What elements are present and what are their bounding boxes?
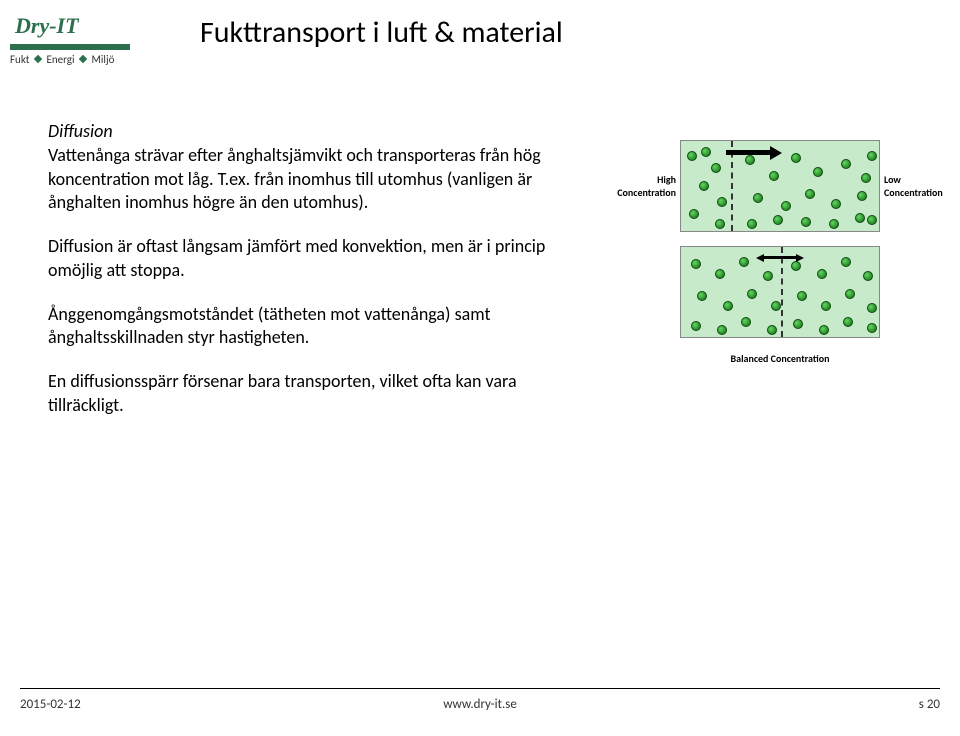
particle-dot — [689, 209, 699, 219]
diamond-icon — [79, 55, 87, 63]
bottom-panel-rect — [680, 246, 880, 338]
particle-dot — [791, 261, 801, 271]
top-panel — [680, 140, 880, 232]
particle-dot — [791, 153, 801, 163]
particle-dot — [771, 301, 781, 311]
particle-dot — [715, 219, 725, 229]
particle-dot — [769, 171, 779, 181]
particle-dot — [843, 317, 853, 327]
logo-sub3: Miljö — [91, 53, 114, 66]
footer-url: www.dry-it.se — [443, 697, 517, 712]
paragraph-3: Ånggenomgångsmotståndet (tätheten mot va… — [48, 303, 548, 351]
particle-dot — [813, 167, 823, 177]
high-concentration-label: High Concentration — [610, 173, 680, 199]
particle-dot — [715, 269, 725, 279]
paragraph-4: En diffusionsspärr försenar bara transpo… — [48, 370, 548, 418]
low-concentration-label: Low Concentration — [880, 173, 950, 199]
particle-dot — [767, 325, 777, 335]
particle-dot — [857, 191, 867, 201]
particle-dot — [801, 217, 811, 227]
logo-sub2: Energi — [46, 53, 74, 66]
diffusion-diagram: High Concentration Low Concentration Bal… — [610, 140, 950, 365]
particle-dot — [861, 173, 871, 183]
particle-dot — [867, 215, 877, 225]
particle-dot — [821, 301, 831, 311]
particle-dot — [739, 257, 749, 267]
particle-dot — [753, 193, 763, 203]
logo-box: Dry-IT — [10, 10, 84, 42]
particle-dot — [867, 323, 877, 333]
arrow-double-icon — [764, 256, 796, 259]
particle-dot — [745, 155, 755, 165]
particle-dot — [741, 317, 751, 327]
particle-dot — [691, 321, 701, 331]
particle-dot — [805, 189, 815, 199]
particle-dot — [797, 291, 807, 301]
particle-dot — [829, 219, 839, 229]
particle-dot — [691, 259, 701, 269]
particle-dot — [863, 271, 873, 281]
particle-dot — [867, 303, 877, 313]
particle-dot — [819, 325, 829, 335]
logo-sub1: Fukt — [10, 53, 29, 66]
logo-tagline: Fukt Energi Miljö — [10, 54, 130, 65]
particle-dot — [841, 257, 851, 267]
particle-dot — [763, 271, 773, 281]
slide: Dry-IT Fukt Energi Miljö Fukttransport i… — [0, 0, 960, 736]
particle-dot — [793, 319, 803, 329]
p1-heading: Diffusion — [48, 120, 113, 142]
particle-dot — [867, 151, 877, 161]
bottom-panel-row — [610, 246, 950, 338]
bottom-panel — [680, 246, 880, 338]
particle-dot — [717, 197, 727, 207]
slide-title: Fukttransport i luft & material — [200, 14, 563, 51]
particle-dot — [747, 219, 757, 229]
logo: Dry-IT Fukt Energi Miljö — [10, 10, 130, 65]
particle-dot — [841, 159, 851, 169]
arrow-right-icon — [726, 150, 772, 155]
particle-dot — [817, 269, 827, 279]
p1-text: Vattenånga strävar efter ånghaltsjämvikt… — [48, 144, 541, 214]
particle-dot — [697, 291, 707, 301]
footer: 2015-02-12 www.dry-it.se s 20 — [20, 688, 940, 712]
bottom-divider — [781, 247, 783, 337]
particle-dot — [687, 151, 697, 161]
particle-dot — [701, 147, 711, 157]
particle-dot — [845, 289, 855, 299]
particle-dot — [699, 181, 709, 191]
particle-dot — [717, 325, 727, 335]
particle-dot — [711, 163, 721, 173]
particle-dot — [831, 199, 841, 209]
paragraph-1: Diffusion Vattenånga strävar efter ångha… — [48, 120, 548, 215]
footer-page: s 20 — [919, 697, 940, 712]
balanced-concentration-label: Balanced Concentration — [680, 352, 880, 365]
top-panel-row: High Concentration Low Concentration — [610, 140, 950, 232]
particle-dot — [747, 289, 757, 299]
particle-dot — [781, 201, 791, 211]
particle-dot — [855, 213, 865, 223]
body-text: Diffusion Vattenånga strävar efter ångha… — [48, 120, 548, 438]
logo-underline — [10, 44, 130, 50]
paragraph-2: Diffusion är oftast långsam jämfört med … — [48, 235, 548, 283]
footer-date: 2015-02-12 — [20, 697, 81, 712]
diamond-icon — [34, 55, 42, 63]
particle-dot — [773, 215, 783, 225]
logo-main-text: Dry-IT — [15, 13, 79, 38]
particle-dot — [723, 301, 733, 311]
